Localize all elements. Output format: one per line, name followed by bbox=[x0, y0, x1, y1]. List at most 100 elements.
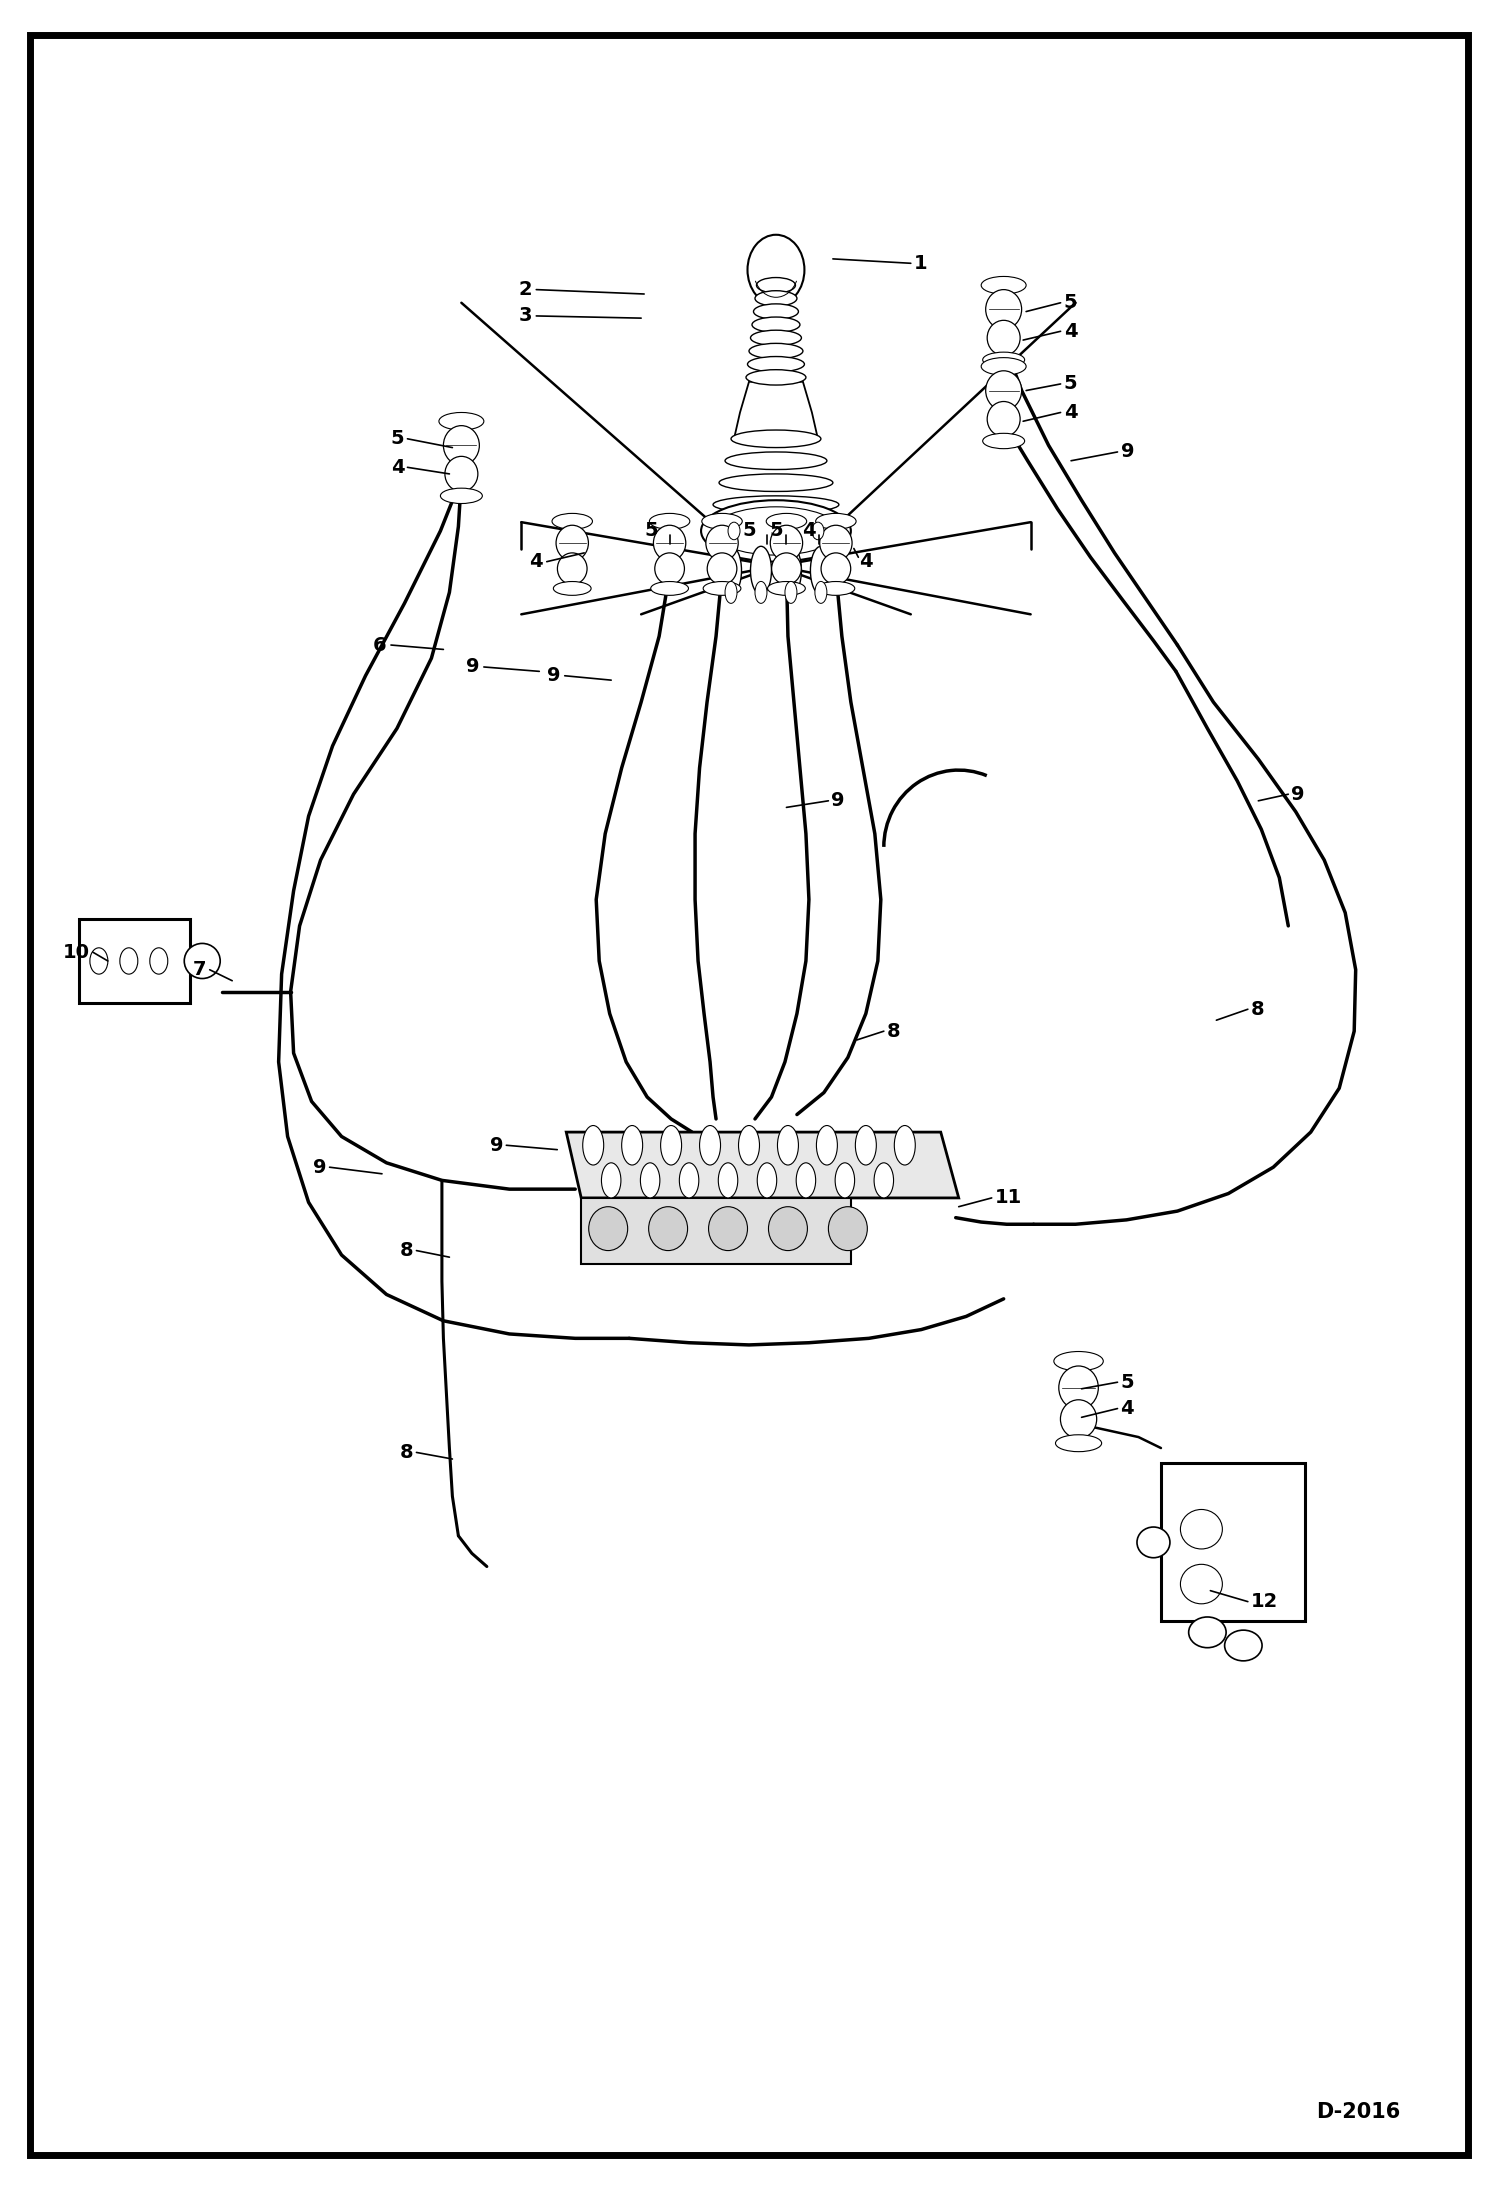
FancyBboxPatch shape bbox=[1161, 1463, 1305, 1621]
Text: 6: 6 bbox=[373, 636, 386, 654]
Ellipse shape bbox=[749, 342, 803, 360]
Polygon shape bbox=[566, 1132, 959, 1198]
Ellipse shape bbox=[653, 524, 686, 562]
Ellipse shape bbox=[739, 1126, 759, 1165]
Text: 9: 9 bbox=[1121, 443, 1134, 461]
Ellipse shape bbox=[767, 513, 806, 529]
Circle shape bbox=[90, 948, 108, 974]
Ellipse shape bbox=[622, 1126, 643, 1165]
Text: 5: 5 bbox=[1064, 294, 1077, 312]
Ellipse shape bbox=[650, 513, 689, 529]
Ellipse shape bbox=[746, 371, 806, 386]
Ellipse shape bbox=[601, 1163, 620, 1198]
Ellipse shape bbox=[650, 581, 689, 595]
Ellipse shape bbox=[777, 1126, 798, 1165]
Text: 9: 9 bbox=[547, 667, 560, 685]
Ellipse shape bbox=[706, 524, 739, 562]
FancyBboxPatch shape bbox=[79, 919, 190, 1003]
Ellipse shape bbox=[731, 430, 821, 448]
Text: 9: 9 bbox=[1291, 785, 1305, 803]
Ellipse shape bbox=[816, 581, 855, 595]
Ellipse shape bbox=[700, 1126, 721, 1165]
Ellipse shape bbox=[1189, 1617, 1225, 1648]
Ellipse shape bbox=[981, 276, 1026, 294]
Ellipse shape bbox=[725, 581, 737, 603]
Text: 4: 4 bbox=[1064, 323, 1077, 340]
Text: 8: 8 bbox=[400, 1242, 413, 1259]
Text: 12: 12 bbox=[1251, 1593, 1278, 1610]
Ellipse shape bbox=[752, 316, 800, 333]
Ellipse shape bbox=[797, 1163, 815, 1198]
Text: 5: 5 bbox=[391, 430, 404, 448]
Ellipse shape bbox=[1180, 1509, 1222, 1549]
Text: 4: 4 bbox=[529, 553, 542, 570]
Ellipse shape bbox=[816, 513, 857, 529]
Ellipse shape bbox=[679, 1163, 698, 1198]
Text: 4: 4 bbox=[858, 553, 873, 570]
Ellipse shape bbox=[836, 1163, 854, 1198]
Ellipse shape bbox=[641, 1163, 659, 1198]
Polygon shape bbox=[581, 1198, 851, 1264]
Polygon shape bbox=[734, 382, 818, 439]
Ellipse shape bbox=[767, 581, 806, 595]
Ellipse shape bbox=[821, 553, 851, 584]
Ellipse shape bbox=[583, 1126, 604, 1165]
Ellipse shape bbox=[755, 581, 767, 603]
Ellipse shape bbox=[816, 1126, 837, 1165]
Text: 3: 3 bbox=[518, 307, 532, 325]
Ellipse shape bbox=[439, 412, 484, 430]
Ellipse shape bbox=[758, 1163, 776, 1198]
Text: 1: 1 bbox=[914, 255, 927, 272]
Ellipse shape bbox=[655, 553, 685, 584]
Ellipse shape bbox=[725, 452, 827, 470]
Circle shape bbox=[120, 948, 138, 974]
Text: D-2016: D-2016 bbox=[1317, 2102, 1401, 2122]
Ellipse shape bbox=[819, 524, 852, 562]
Text: 9: 9 bbox=[466, 658, 479, 676]
Ellipse shape bbox=[750, 546, 771, 595]
Ellipse shape bbox=[1059, 1367, 1098, 1409]
Ellipse shape bbox=[649, 1207, 688, 1251]
Ellipse shape bbox=[780, 546, 801, 595]
Ellipse shape bbox=[875, 1163, 893, 1198]
Ellipse shape bbox=[551, 513, 592, 529]
Ellipse shape bbox=[753, 303, 798, 320]
Text: 4: 4 bbox=[391, 459, 404, 476]
Ellipse shape bbox=[894, 1126, 915, 1165]
Ellipse shape bbox=[713, 507, 839, 555]
Circle shape bbox=[150, 948, 168, 974]
Ellipse shape bbox=[771, 553, 801, 584]
Text: 4: 4 bbox=[1064, 404, 1077, 421]
Ellipse shape bbox=[701, 513, 742, 529]
Ellipse shape bbox=[445, 456, 478, 491]
Ellipse shape bbox=[719, 474, 833, 491]
Ellipse shape bbox=[1225, 1630, 1261, 1661]
Ellipse shape bbox=[701, 500, 851, 562]
Ellipse shape bbox=[756, 276, 795, 294]
Text: 9: 9 bbox=[490, 1136, 503, 1154]
Ellipse shape bbox=[748, 235, 804, 305]
Text: 8: 8 bbox=[1251, 1000, 1264, 1018]
Ellipse shape bbox=[983, 434, 1025, 450]
Ellipse shape bbox=[785, 581, 797, 603]
Ellipse shape bbox=[770, 524, 803, 562]
Ellipse shape bbox=[661, 1126, 682, 1165]
Text: 5: 5 bbox=[742, 522, 756, 540]
Ellipse shape bbox=[553, 581, 592, 595]
Ellipse shape bbox=[443, 426, 479, 465]
Ellipse shape bbox=[986, 290, 1022, 329]
Ellipse shape bbox=[1137, 1527, 1170, 1558]
Text: 8: 8 bbox=[887, 1022, 900, 1040]
Text: 10: 10 bbox=[63, 943, 90, 961]
Text: 11: 11 bbox=[995, 1189, 1022, 1207]
Ellipse shape bbox=[713, 496, 839, 513]
Ellipse shape bbox=[981, 358, 1026, 375]
Ellipse shape bbox=[184, 943, 220, 979]
Text: 8: 8 bbox=[400, 1444, 413, 1461]
Text: 9: 9 bbox=[831, 792, 845, 810]
Ellipse shape bbox=[707, 553, 737, 584]
Ellipse shape bbox=[748, 358, 804, 373]
Ellipse shape bbox=[1056, 1435, 1101, 1452]
Ellipse shape bbox=[828, 1207, 867, 1251]
Circle shape bbox=[728, 522, 740, 540]
